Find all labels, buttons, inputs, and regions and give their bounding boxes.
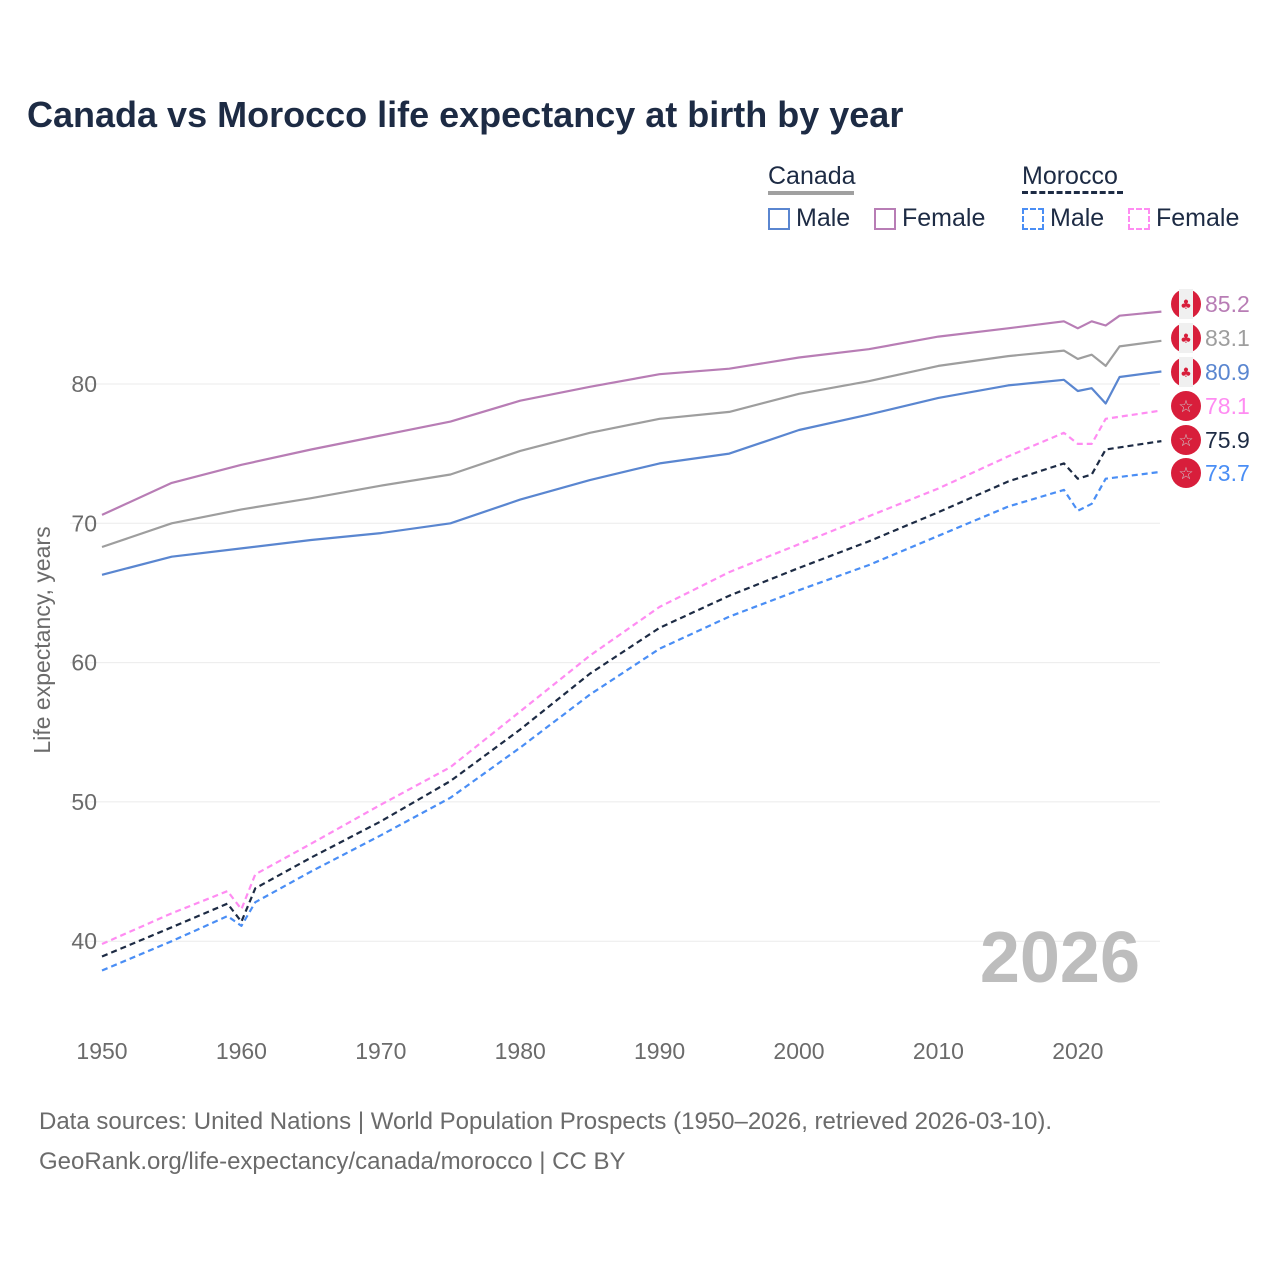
legend-label: Female: [902, 204, 986, 232]
legend-morocco-male[interactable]: Male: [1022, 204, 1104, 233]
y-tick-label: 40: [71, 928, 97, 954]
y-tick-label: 50: [71, 789, 97, 815]
morocco-flag-icon: [1171, 391, 1201, 421]
legend-label: Male: [1050, 204, 1105, 232]
series-line-morocco-female: [101, 409, 1162, 946]
end-value-label: 73.7: [1205, 460, 1250, 486]
end-value-label: 75.9: [1205, 427, 1250, 453]
legend-label: Male: [796, 204, 851, 232]
x-tick-label: 2020: [1052, 1038, 1103, 1064]
maple-leaf-icon: ♣: [1180, 298, 1192, 313]
end-value-label: 85.2: [1205, 291, 1250, 317]
maple-leaf-icon: ♣: [1180, 366, 1192, 381]
x-tick-label: 2010: [913, 1038, 964, 1064]
x-tick-label: 1970: [355, 1038, 406, 1064]
star-icon: ☆: [1178, 464, 1193, 484]
chart-title: Canada vs Morocco life expectancy at bir…: [27, 94, 904, 135]
legend-swatch: [1128, 207, 1150, 230]
x-tick-label: 1950: [76, 1038, 127, 1064]
legend-morocco-line: [1022, 191, 1123, 194]
end-value-label: 83.1: [1205, 325, 1250, 351]
canada-flag-white-band: [1179, 357, 1193, 387]
x-tick-label: 1960: [216, 1038, 267, 1064]
y-axis-label: Life expectancy, years: [29, 526, 55, 753]
legend-canada-female[interactable]: Female: [874, 204, 985, 233]
x-tick-label: 2000: [773, 1038, 824, 1064]
y-tick-label: 60: [71, 650, 97, 676]
footer-sources: Data sources: United Nations | World Pop…: [39, 1108, 1053, 1135]
morocco-flag-icon: [1171, 425, 1201, 455]
maple-leaf-icon: ♣: [1180, 332, 1192, 347]
series-line-canada-male: [101, 370, 1162, 576]
legend-canada-line: [768, 191, 854, 195]
legend-canada-male[interactable]: Male: [768, 204, 850, 233]
series-line-canada-total: [101, 339, 1162, 549]
series-line-morocco-total: [101, 440, 1162, 958]
legend-swatch: [874, 207, 896, 230]
series-line-canada-female: [101, 310, 1162, 516]
legend-swatch: [768, 207, 790, 230]
legend-morocco-female[interactable]: Female: [1128, 204, 1239, 233]
footer-url: GeoRank.org/life-expectancy/canada/moroc…: [39, 1148, 626, 1175]
morocco-flag-icon: [1171, 458, 1201, 488]
year-watermark: 2026: [980, 918, 1140, 998]
legend-label: Female: [1156, 204, 1240, 232]
end-value-label: 78.1: [1205, 393, 1250, 419]
legend-group-canada: Canada: [768, 162, 856, 190]
legend-swatch: [1022, 207, 1044, 230]
star-icon: ☆: [1178, 431, 1193, 451]
x-tick-label: 1980: [495, 1038, 546, 1064]
canada-flag-white-band: [1179, 289, 1193, 319]
series-line-morocco-male: [101, 470, 1162, 972]
end-value-label: 80.9: [1205, 359, 1250, 385]
star-icon: ☆: [1178, 397, 1193, 417]
x-tick-label: 1990: [634, 1038, 685, 1064]
y-tick-label: 80: [71, 371, 97, 397]
y-tick-label: 70: [71, 510, 97, 536]
canada-flag-white-band: [1179, 323, 1193, 353]
legend-group-morocco: Morocco: [1022, 162, 1118, 190]
